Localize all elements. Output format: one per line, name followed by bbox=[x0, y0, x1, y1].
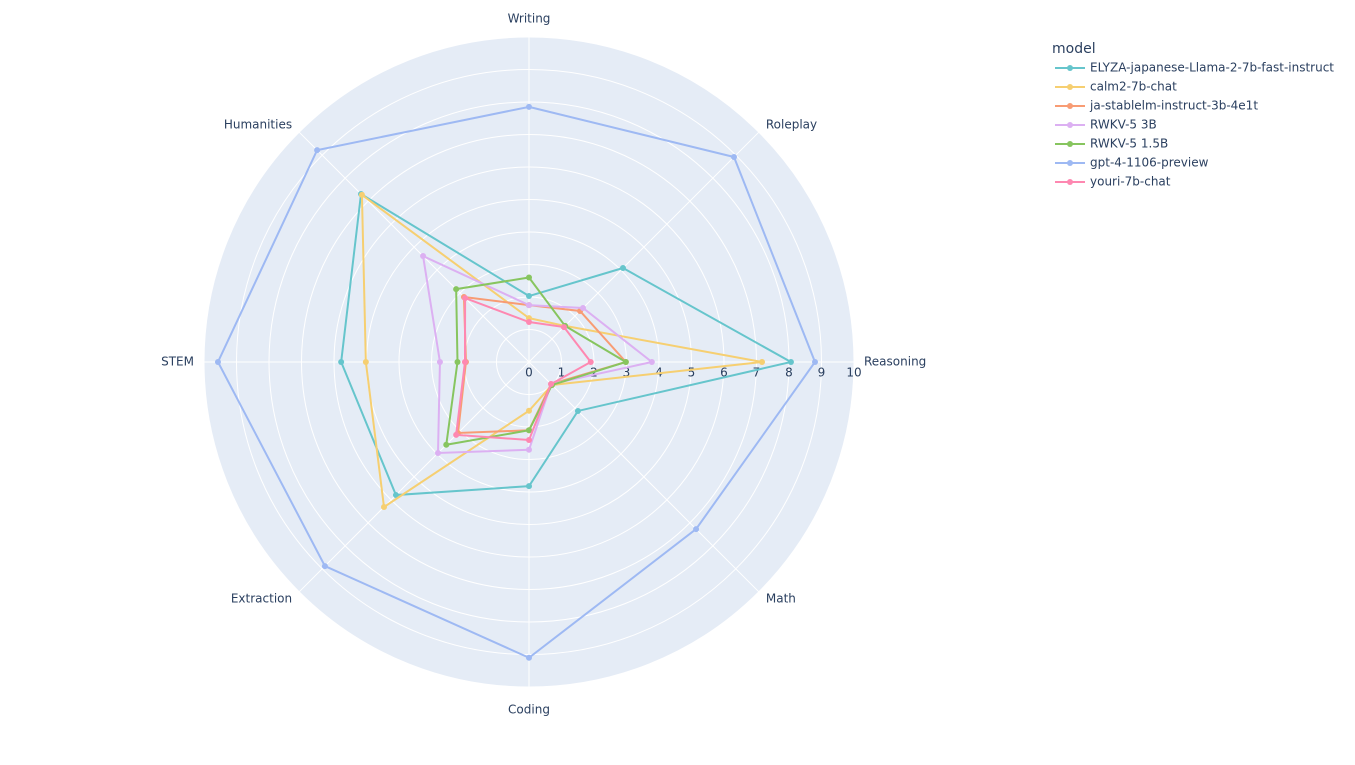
marker bbox=[358, 191, 365, 198]
marker bbox=[362, 359, 369, 365]
angular-label: Coding bbox=[508, 703, 550, 717]
marker bbox=[587, 359, 594, 365]
marker bbox=[321, 563, 328, 570]
legend-label: youri-7b-chat bbox=[1090, 175, 1171, 189]
marker bbox=[392, 492, 399, 499]
radial-tick-label: 3 bbox=[623, 366, 631, 380]
angular-label: Humanities bbox=[224, 118, 292, 132]
radial-tick-label: 10 bbox=[846, 366, 861, 380]
marker bbox=[526, 654, 532, 661]
radial-tick-label: 6 bbox=[720, 366, 728, 380]
legend-label: gpt-4-1106-preview bbox=[1090, 156, 1209, 170]
marker bbox=[619, 265, 626, 272]
legend-label: RWKV-5 1.5B bbox=[1090, 137, 1168, 151]
legend-marker bbox=[1067, 179, 1073, 185]
legend-marker bbox=[1067, 160, 1073, 166]
radial-tick-label: 1 bbox=[558, 366, 566, 380]
legend-title: model bbox=[1052, 41, 1096, 57]
legend-label: calm2-7b-chat bbox=[1090, 80, 1177, 94]
series bbox=[214, 103, 818, 661]
radial-tick-label: 5 bbox=[688, 366, 696, 380]
marker bbox=[526, 437, 532, 443]
angular-label: Roleplay bbox=[766, 118, 817, 132]
angular-label: Math bbox=[766, 591, 796, 605]
legend-marker bbox=[1067, 84, 1073, 90]
radial-tick-label: 8 bbox=[785, 366, 793, 380]
marker bbox=[787, 359, 794, 365]
marker bbox=[580, 304, 587, 311]
marker bbox=[730, 154, 737, 161]
marker bbox=[526, 427, 532, 434]
marker bbox=[648, 359, 655, 365]
angular-label: Writing bbox=[508, 12, 551, 26]
legend-label: ELYZA-japanese-Llama-2-7b-fast-instruct bbox=[1090, 61, 1334, 75]
marker bbox=[812, 359, 818, 365]
marker bbox=[461, 359, 468, 365]
marker bbox=[526, 103, 532, 110]
angular-grid-line bbox=[528, 361, 760, 593]
angular-label: Extraction bbox=[231, 591, 292, 605]
marker bbox=[453, 431, 460, 438]
marker bbox=[759, 359, 766, 365]
radial-tick-label: 0 bbox=[525, 366, 533, 380]
angular-grid-line bbox=[298, 361, 530, 593]
marker bbox=[526, 407, 532, 414]
marker bbox=[443, 441, 450, 448]
marker bbox=[436, 359, 443, 365]
radial-tick-label: 9 bbox=[818, 366, 826, 380]
legend-marker bbox=[1067, 141, 1073, 147]
legend-marker bbox=[1067, 122, 1073, 128]
marker bbox=[314, 147, 321, 154]
marker bbox=[454, 359, 461, 365]
radial-tick-label: 7 bbox=[753, 366, 761, 380]
marker bbox=[560, 324, 567, 331]
series bbox=[453, 295, 594, 443]
angular-label: STEM bbox=[161, 355, 194, 369]
marker bbox=[526, 446, 532, 453]
legend-label: RWKV-5 3B bbox=[1090, 118, 1157, 132]
angular-grid-line bbox=[528, 131, 760, 363]
marker bbox=[526, 274, 532, 281]
legend-label: ja-stablelm-instruct-3b-4e1t bbox=[1089, 99, 1258, 113]
marker bbox=[380, 504, 387, 511]
marker bbox=[693, 526, 700, 533]
angular-label: Reasoning bbox=[864, 355, 926, 369]
marker bbox=[338, 359, 345, 365]
legend-marker bbox=[1067, 65, 1073, 71]
marker bbox=[453, 286, 460, 293]
marker bbox=[462, 295, 469, 302]
angular-grid-line bbox=[298, 131, 530, 363]
marker bbox=[526, 483, 532, 490]
marker bbox=[574, 407, 581, 414]
marker bbox=[214, 359, 221, 365]
marker bbox=[434, 450, 441, 457]
marker bbox=[526, 293, 532, 300]
marker bbox=[526, 319, 532, 326]
marker bbox=[526, 302, 532, 309]
legend-marker bbox=[1067, 103, 1073, 109]
marker bbox=[548, 381, 555, 388]
marker bbox=[622, 359, 629, 365]
marker bbox=[420, 253, 427, 260]
